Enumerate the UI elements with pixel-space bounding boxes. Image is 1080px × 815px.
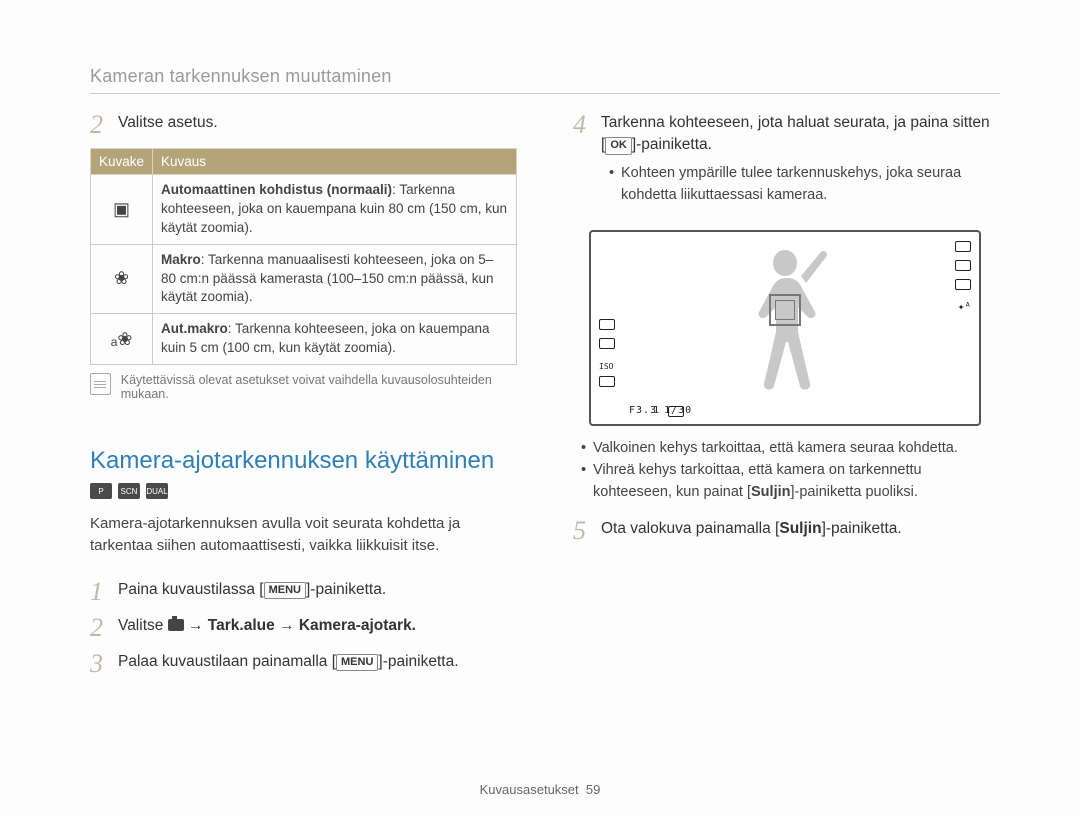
- iso-icon: ISO: [599, 359, 615, 370]
- step-3: 3 Palaa kuvaustilaan painamalla [MENU]-p…: [90, 651, 517, 677]
- camera-icon: [168, 619, 184, 631]
- macro-icon: ❀: [91, 244, 153, 314]
- af-normal-icon: ▣: [91, 175, 153, 245]
- mode-p-icon: P: [90, 483, 112, 499]
- step-2b: 2 Valitse → Tark.alue → Kamera-ajotark.: [90, 615, 517, 641]
- focus-settings-table: Kuvake Kuvaus ▣ Automaattinen kohdistus …: [90, 148, 517, 365]
- lcd-preview: ✦ᴬ ISO F3.3 1/30 1: [589, 230, 981, 426]
- table-row: ▣ Automaattinen kohdistus (normaali): Ta…: [91, 175, 517, 245]
- osd-icon: [955, 279, 971, 290]
- note-icon: [90, 373, 111, 395]
- osd-left-icons: ISO: [599, 318, 615, 394]
- menu-button-label: MENU: [264, 582, 306, 599]
- table-desc: Automaattinen kohdistus (normaali): Tark…: [153, 175, 517, 245]
- focus-frame-icon: [769, 294, 801, 326]
- table-row: ❀ Makro: Tarkenna manuaalisesti kohteese…: [91, 244, 517, 314]
- table-header-desc: Kuvaus: [153, 149, 517, 175]
- bullet: Kohteen ympärille tulee tarkennuskehys, …: [609, 163, 1000, 207]
- note-text: Käytettävissä olevat asetukset voivat va…: [121, 373, 517, 401]
- step-4: 4 Tarkenna kohteeseen, jota haluat seura…: [573, 112, 1000, 220]
- step-text: Palaa kuvaustilaan painamalla [MENU]-pai…: [118, 651, 459, 677]
- tracking-af-icon: [599, 319, 615, 330]
- step-number: 4: [573, 112, 591, 220]
- note: Käytettävissä olevat asetukset voivat va…: [90, 373, 517, 401]
- step-2: 2 Valitse asetus.: [90, 112, 517, 138]
- mode-badges: P SCN DUAL: [90, 483, 517, 499]
- osd-right-icons: ✦ᴬ: [955, 240, 971, 318]
- battery-icon: [668, 406, 684, 417]
- step-1: 1 Paina kuvaustilassa [MENU]-painiketta.: [90, 579, 517, 605]
- right-column: 4 Tarkenna kohteeseen, jota haluat seura…: [573, 112, 1000, 687]
- left-column: 2 Valitse asetus. Kuvake Kuvaus ▣ Automa…: [90, 112, 517, 687]
- step-number: 1: [90, 579, 108, 605]
- osd-icon: [955, 260, 971, 271]
- table-desc: Aut.makro: Tarkenna kohteeseen, joka on …: [153, 314, 517, 365]
- osd-icon: [955, 241, 971, 252]
- step-text: Tarkenna kohteeseen, jota haluat seurata…: [601, 112, 1000, 220]
- after-lcd-bullets: Valkoinen kehys tarkoittaa, että kamera …: [573, 438, 1000, 503]
- step-number: 2: [90, 112, 108, 138]
- step-text: Valitse asetus.: [118, 112, 218, 138]
- mode-dual-icon: DUAL: [146, 483, 168, 499]
- quality-icon: [599, 376, 615, 387]
- page-header: Kameran tarkennuksen muuttaminen: [90, 66, 1000, 94]
- table-row: ₐ❀ Aut.makro: Tarkenna kohteeseen, joka …: [91, 314, 517, 365]
- menu-button-label: MENU: [336, 654, 378, 671]
- ok-button-label: OK: [605, 137, 632, 154]
- page-footer: Kuvausasetukset 59: [0, 782, 1080, 797]
- bullet: Valkoinen kehys tarkoittaa, että kamera …: [581, 438, 1000, 460]
- auto-macro-icon: ₐ❀: [91, 314, 153, 365]
- stabilizer-icon: [599, 338, 615, 349]
- section-title: Kamera-ajotarkennuksen käyttäminen: [90, 447, 517, 475]
- table-desc: Makro: Tarkenna manuaalisesti kohteeseen…: [153, 244, 517, 314]
- step-text: Ota valokuva painamalla [Suljin]-painike…: [601, 518, 902, 544]
- step-text: Paina kuvaustilassa [MENU]-painiketta.: [118, 579, 386, 605]
- bullet: Vihreä kehys tarkoittaa, että kamera on …: [581, 460, 1000, 504]
- shots-remaining: 1: [653, 405, 660, 416]
- mode-scn-icon: SCN: [118, 483, 140, 499]
- step-text: Valitse → Tark.alue → Kamera-ajotark.: [118, 615, 416, 641]
- step-number: 3: [90, 651, 108, 677]
- step-number: 5: [573, 518, 591, 544]
- table-header-icon: Kuvake: [91, 149, 153, 175]
- osd-bottom: F3.3 1/30 1: [629, 405, 692, 416]
- step-number: 2: [90, 615, 108, 641]
- intro-paragraph: Kamera-ajotarkennuksen avulla voit seura…: [90, 513, 517, 557]
- step-5: 5 Ota valokuva painamalla [Suljin]-paini…: [573, 518, 1000, 544]
- columns: 2 Valitse asetus. Kuvake Kuvaus ▣ Automa…: [90, 112, 1000, 687]
